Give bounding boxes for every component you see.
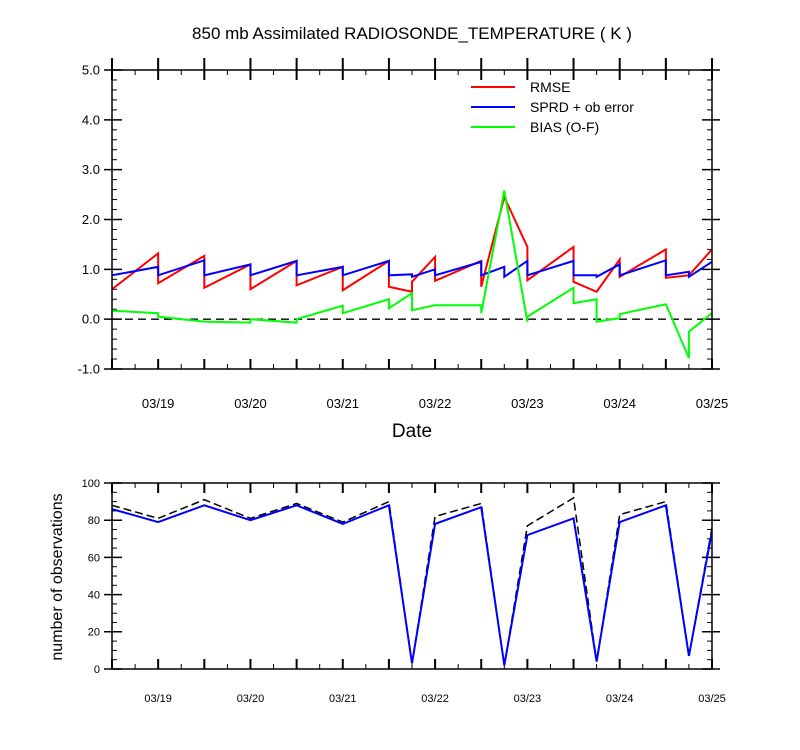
x-tick-label: 03/22 bbox=[419, 396, 452, 411]
x-tick-label: 03/25 bbox=[698, 693, 726, 705]
legend-label: BIAS (O-F) bbox=[530, 119, 599, 135]
y-tick-label: 80 bbox=[88, 515, 100, 527]
y-tick-label: 2.0 bbox=[82, 212, 100, 227]
x-tick-label: 03/20 bbox=[234, 396, 267, 411]
top-plot: 03/19 03/20 03/21 03/22 03/23 03/24 03/25 -1.0 0… bbox=[78, 58, 729, 411]
x-tick-label: 03/21 bbox=[326, 396, 359, 411]
y-tick-label: 0.0 bbox=[82, 312, 100, 327]
chart-title: 850 mb Assimilated RADIOSONDE_TEMPERATUR… bbox=[192, 24, 632, 43]
y-tick-label: -1.0 bbox=[78, 362, 100, 377]
y-tick-label: 4.0 bbox=[82, 112, 100, 127]
x-tick-label: 03/25 bbox=[696, 396, 729, 411]
plot-frame bbox=[111, 69, 713, 370]
series-line-1 bbox=[112, 503, 712, 666]
x-axis-title: Date bbox=[392, 421, 432, 442]
y-tick-label: 3.0 bbox=[82, 162, 100, 177]
x-tick-label: 03/23 bbox=[514, 693, 542, 705]
x-tick-label: 03/23 bbox=[511, 396, 544, 411]
x-tick-label: 03/22 bbox=[421, 693, 449, 705]
x-tick-label: 03/24 bbox=[603, 396, 636, 411]
series-line-2 bbox=[112, 190, 712, 359]
series-line-1 bbox=[112, 258, 712, 279]
y-axis-title: number of observations bbox=[49, 493, 66, 660]
x-tick-label: 03/20 bbox=[237, 693, 265, 705]
bottom-plot: 03/19 03/20 03/21 03/22 03/23 03/24 03/25 0 20 40… bbox=[82, 478, 726, 705]
legend-label: SPRD + ob error bbox=[530, 99, 634, 115]
y-tick-label: 1.0 bbox=[82, 262, 100, 277]
y-tick-label: 100 bbox=[82, 478, 100, 490]
y-tick-label: 20 bbox=[88, 627, 100, 639]
legend-label: RMSE bbox=[530, 79, 570, 95]
series-group bbox=[112, 496, 712, 666]
y-tick-label: 40 bbox=[88, 589, 100, 601]
y-tick-label: 5.0 bbox=[82, 63, 100, 78]
x-tick-label: 03/19 bbox=[144, 693, 172, 705]
x-tick-label: 03/19 bbox=[142, 396, 175, 411]
y-tick-label: 0 bbox=[94, 664, 100, 676]
plot-frame bbox=[111, 482, 713, 670]
y-tick-label: 60 bbox=[88, 552, 100, 564]
series-line-0 bbox=[112, 496, 712, 666]
x-tick-label: 03/24 bbox=[606, 693, 634, 705]
series-group bbox=[112, 190, 712, 359]
x-tick-label: 03/21 bbox=[329, 693, 357, 705]
